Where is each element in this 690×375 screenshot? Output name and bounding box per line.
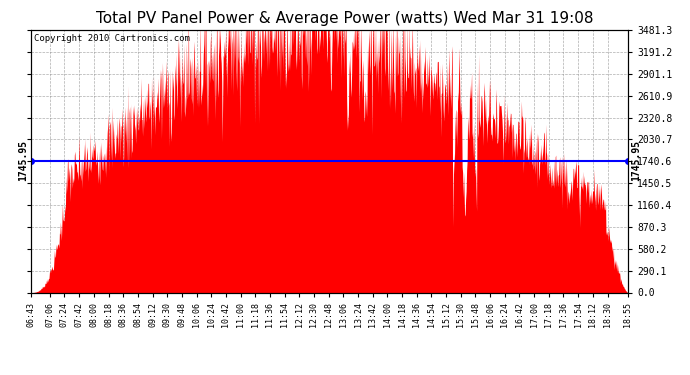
Text: 1745.95: 1745.95 bbox=[631, 140, 641, 182]
Text: 1745.95: 1745.95 bbox=[18, 140, 28, 182]
Text: Total PV Panel Power & Average Power (watts) Wed Mar 31 19:08: Total PV Panel Power & Average Power (wa… bbox=[96, 11, 594, 26]
Text: Copyright 2010 Cartronics.com: Copyright 2010 Cartronics.com bbox=[34, 34, 190, 43]
